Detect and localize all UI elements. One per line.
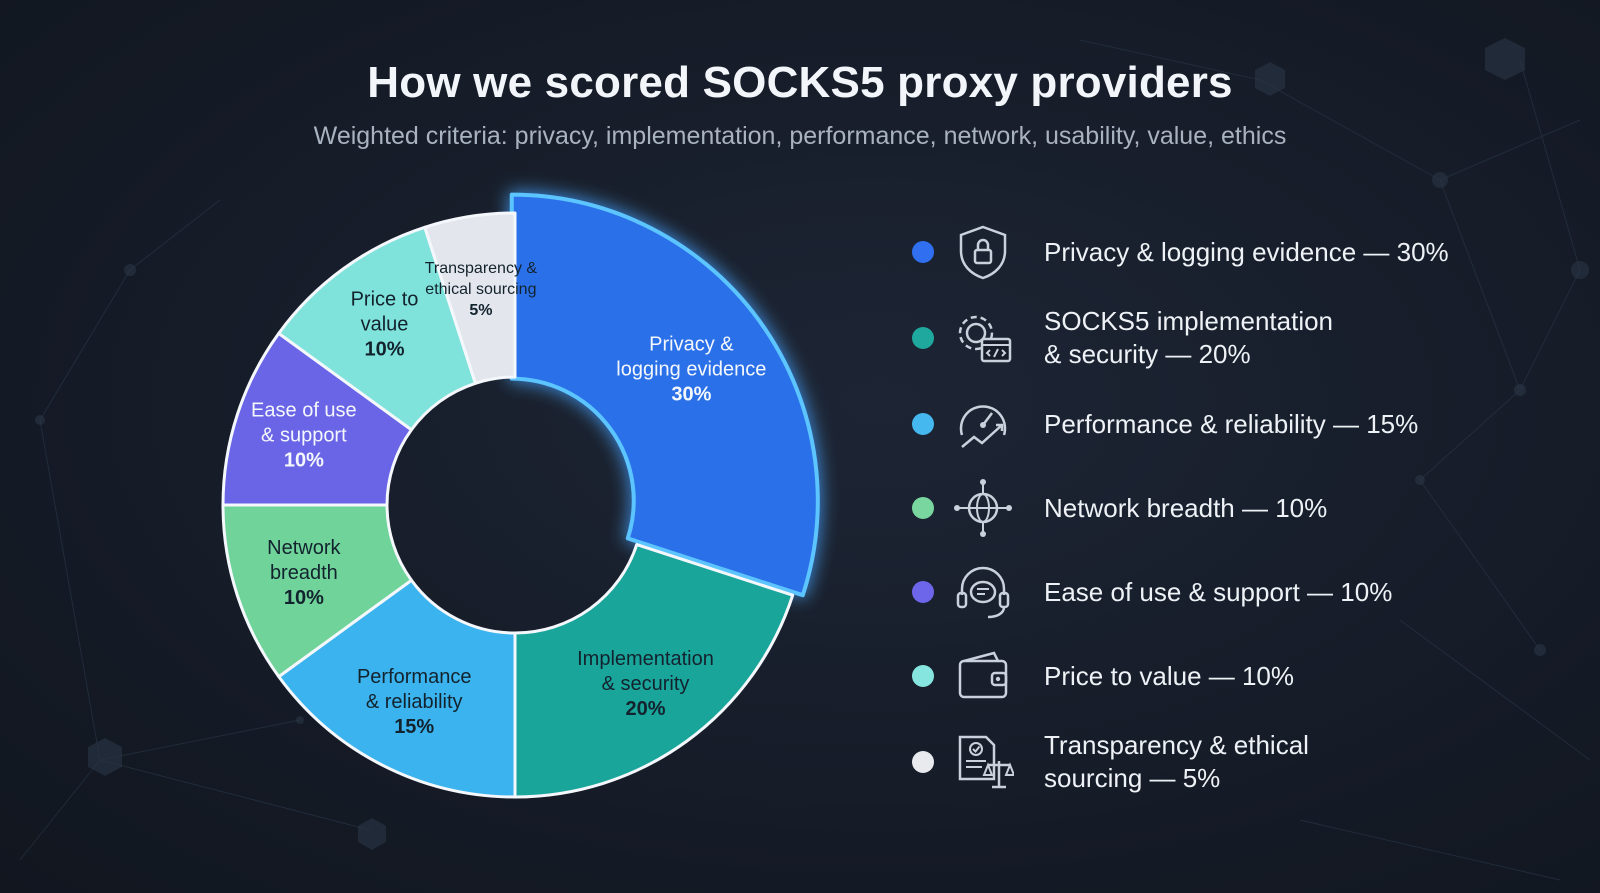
legend-label-line: Ease of use & support — 10% <box>1044 576 1393 607</box>
slice-label: Ease of use <box>251 400 357 422</box>
legend-label-line: SOCKS5 implementation <box>1044 306 1334 336</box>
legend-swatch <box>912 327 934 349</box>
slice-label: & reliability <box>366 691 463 713</box>
slice-value-label: 20% <box>625 698 665 720</box>
legend-swatch <box>912 413 934 435</box>
slice-label: & support <box>261 425 347 447</box>
legend-label: Performance & reliability — 15% <box>1044 408 1524 441</box>
slice-label: value <box>361 314 409 336</box>
legend-label: SOCKS5 implementation & security — 20% <box>1044 305 1524 371</box>
speedometer-icon <box>959 405 1007 448</box>
slice-label: Privacy & <box>649 333 734 355</box>
legend-label: Privacy & logging evidence — 30% <box>1044 236 1524 269</box>
legend-item: Ease of use & support — 10% <box>912 556 1552 628</box>
slice-value-label: 30% <box>671 383 711 405</box>
legend-label-line: Network breadth — 10% <box>1044 492 1328 523</box>
legend-label: Network breadth — 10% <box>1044 492 1524 525</box>
legend-label: Ease of use & support — 10% <box>1044 576 1524 609</box>
slice-value-label: 10% <box>364 339 404 361</box>
slice-label: ethical sourcing <box>425 281 536 298</box>
headset-chat-icon <box>956 566 1010 619</box>
legend-swatch <box>912 241 934 263</box>
slice-label: Network <box>267 537 341 559</box>
wallet-icon <box>958 651 1008 699</box>
slice-label: Implementation <box>577 648 714 670</box>
legend-swatch <box>912 497 934 519</box>
legend-item: Performance & reliability — 15% <box>912 388 1552 460</box>
slice-label: Performance <box>357 666 472 688</box>
slice-0 <box>509 192 820 598</box>
legend-label-line: sourcing — 5% <box>1044 763 1221 793</box>
slice-label: breadth <box>270 562 338 584</box>
legend-label: Price to value — 10% <box>1044 660 1524 693</box>
legend-swatch <box>912 581 934 603</box>
slice-value-label: 5% <box>469 302 492 319</box>
legend-label-line: Price to value — 10% <box>1044 660 1295 691</box>
chart-subtitle: Weighted criteria: privacy, implementati… <box>313 122 1287 150</box>
document-scale-icon <box>958 735 1014 789</box>
legend-label-line: Performance & reliability — 15% <box>1044 408 1419 439</box>
slice-value-label: 10% <box>284 587 324 609</box>
legend-item: SOCKS5 implementation & security — 20% <box>912 302 1552 374</box>
chart-title: How we scored SOCKS5 proxy providers <box>367 58 1233 107</box>
legend-label-line: & security — 20% <box>1044 339 1251 369</box>
slice-label: Transparency & <box>425 260 538 277</box>
slice-value-label: 10% <box>284 450 324 472</box>
slice-label: logging evidence <box>616 358 766 380</box>
legend-label-line: Transparency & ethical <box>1044 730 1309 760</box>
globe-network-icon <box>954 479 1012 537</box>
slice-6 <box>423 211 517 385</box>
gear-code-icon <box>958 315 1012 363</box>
legend-label-line: Privacy & logging evidence — 30% <box>1044 236 1449 267</box>
shield-lock-icon <box>959 225 1007 280</box>
legend-item: Price to value — 10% <box>912 640 1552 712</box>
slice-label: Price to <box>351 289 419 311</box>
slice-label: & security <box>602 673 690 695</box>
legend-item: Privacy & logging evidence — 30% <box>912 216 1552 288</box>
slice-1 <box>513 543 795 799</box>
legend-item: Network breadth — 10% <box>912 472 1552 544</box>
legend-swatch <box>912 751 934 773</box>
legend-swatch <box>912 665 934 687</box>
slice-value-label: 15% <box>394 716 434 738</box>
legend-item: Transparency & ethical sourcing — 5% <box>912 726 1552 798</box>
legend-label: Transparency & ethical sourcing — 5% <box>1044 729 1524 795</box>
